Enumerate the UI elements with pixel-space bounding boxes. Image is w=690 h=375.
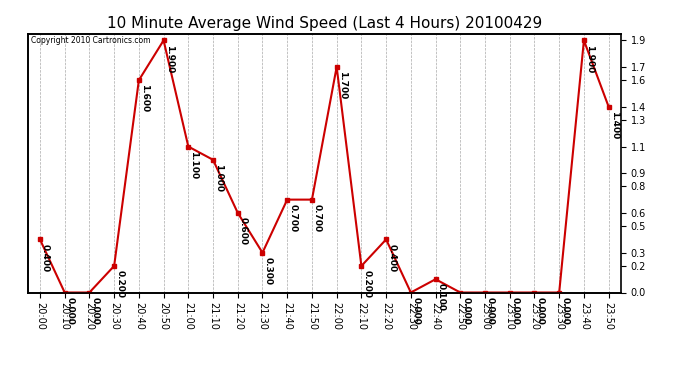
Text: 0.000: 0.000 [66,297,75,324]
Text: 1.000: 1.000 [214,164,223,192]
Text: 0.400: 0.400 [387,244,396,272]
Text: 0.000: 0.000 [90,297,99,324]
Text: 0.000: 0.000 [511,297,520,324]
Text: 0.300: 0.300 [264,257,273,285]
Text: 0.100: 0.100 [437,284,446,311]
Text: 0.400: 0.400 [41,244,50,272]
Text: 0.200: 0.200 [362,270,371,298]
Text: 0.000: 0.000 [535,297,544,324]
Title: 10 Minute Average Wind Speed (Last 4 Hours) 20100429: 10 Minute Average Wind Speed (Last 4 Hou… [107,16,542,31]
Text: 1.400: 1.400 [610,111,619,139]
Text: 0.000: 0.000 [486,297,495,324]
Text: 0.000: 0.000 [462,297,471,324]
Text: 1.600: 1.600 [140,84,149,112]
Text: 1.100: 1.100 [189,151,198,179]
Text: 0.200: 0.200 [115,270,124,298]
Text: 0.700: 0.700 [288,204,297,232]
Text: 1.900: 1.900 [165,45,174,73]
Text: 1.700: 1.700 [337,71,346,99]
Text: 0.700: 0.700 [313,204,322,232]
Text: Copyright 2010 Cartronics.com: Copyright 2010 Cartronics.com [30,36,150,45]
Text: 0.600: 0.600 [239,217,248,245]
Text: 0.000: 0.000 [560,297,569,324]
Text: 0.000: 0.000 [412,297,421,324]
Text: 1.900: 1.900 [585,45,594,73]
